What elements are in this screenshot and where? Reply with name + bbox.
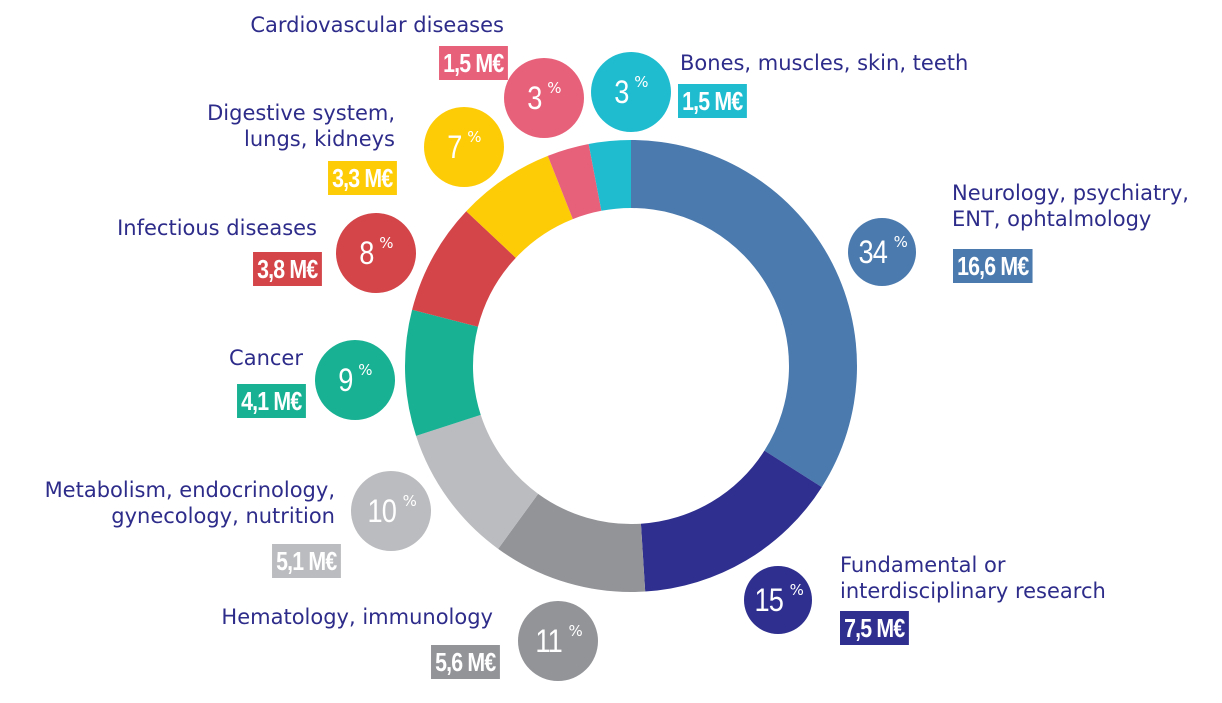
donut-segment — [498, 493, 646, 592]
percent-value: 3 — [527, 79, 543, 116]
amount-badge: 1,5 M€ — [438, 46, 507, 80]
percent-sign: % — [893, 233, 908, 251]
donut-segment — [588, 140, 631, 211]
percent-bubble: 3% — [591, 52, 671, 132]
percent-value: 34 — [858, 233, 888, 270]
segment-label: Cancer — [229, 346, 303, 370]
percent-bubble: 7% — [424, 107, 504, 187]
percent-value: 10 — [367, 492, 397, 529]
segment-label: Cardiovascular diseases — [250, 13, 504, 37]
amount-badge: 5,6 M€ — [430, 645, 499, 679]
amount-badge: 7,5 M€ — [840, 611, 909, 645]
donut-segment — [466, 155, 573, 258]
percent-value: 3 — [614, 73, 630, 110]
percent-value: 11 — [535, 622, 563, 659]
percent-bubble: 10% — [351, 471, 431, 551]
amount-badge: 3,8 M€ — [252, 252, 321, 286]
segment-label: Neurology, psychiatry, ENT, ophtalmology — [952, 181, 1189, 231]
segment-label: Digestive system, lungs, kidneys — [207, 101, 395, 151]
amount-badge: 5,1 M€ — [271, 544, 340, 578]
percent-sign: % — [467, 128, 482, 146]
segment-label: Hematology, immunology — [221, 605, 493, 629]
segment-label: Infectious diseases — [117, 216, 317, 240]
percent-value: 15 — [754, 581, 784, 618]
percent-value: 8 — [359, 234, 375, 271]
amount-badge: 16,6 M€ — [953, 249, 1033, 283]
donut-segment — [640, 450, 822, 592]
amount-badge: 1,5 M€ — [678, 84, 747, 118]
percent-sign: % — [634, 73, 649, 91]
percent-sign: % — [379, 234, 394, 252]
donut-segment — [547, 144, 602, 220]
percent-bubble: 8% — [336, 213, 416, 293]
amount-badge: 3,3 M€ — [327, 161, 396, 195]
segment-label: Bones, muscles, skin, teeth — [680, 51, 969, 75]
percent-value: 9 — [338, 361, 354, 398]
percent-sign: % — [547, 79, 562, 97]
percent-sign: % — [568, 622, 583, 640]
percent-bubble: 11% — [518, 601, 598, 681]
percent-bubble: 34% — [848, 218, 916, 286]
amount-badge: 4,1 M€ — [236, 384, 305, 418]
segment-label: Fundamental or interdisciplinary research — [840, 553, 1106, 603]
donut-segment — [412, 211, 516, 327]
donut-segment — [631, 140, 857, 488]
percent-sign: % — [358, 361, 373, 379]
percent-bubble: 15% — [744, 566, 812, 634]
donut-segment — [416, 414, 539, 549]
segment-label: Metabolism, endocrinology, gynecology, nu… — [44, 478, 335, 528]
donut-segment — [405, 309, 481, 436]
percent-sign: % — [789, 581, 804, 599]
percent-value: 7 — [447, 128, 463, 165]
percent-sign: % — [402, 492, 417, 510]
percent-bubble: 3% — [504, 58, 584, 138]
percent-bubble: 9% — [315, 340, 395, 420]
